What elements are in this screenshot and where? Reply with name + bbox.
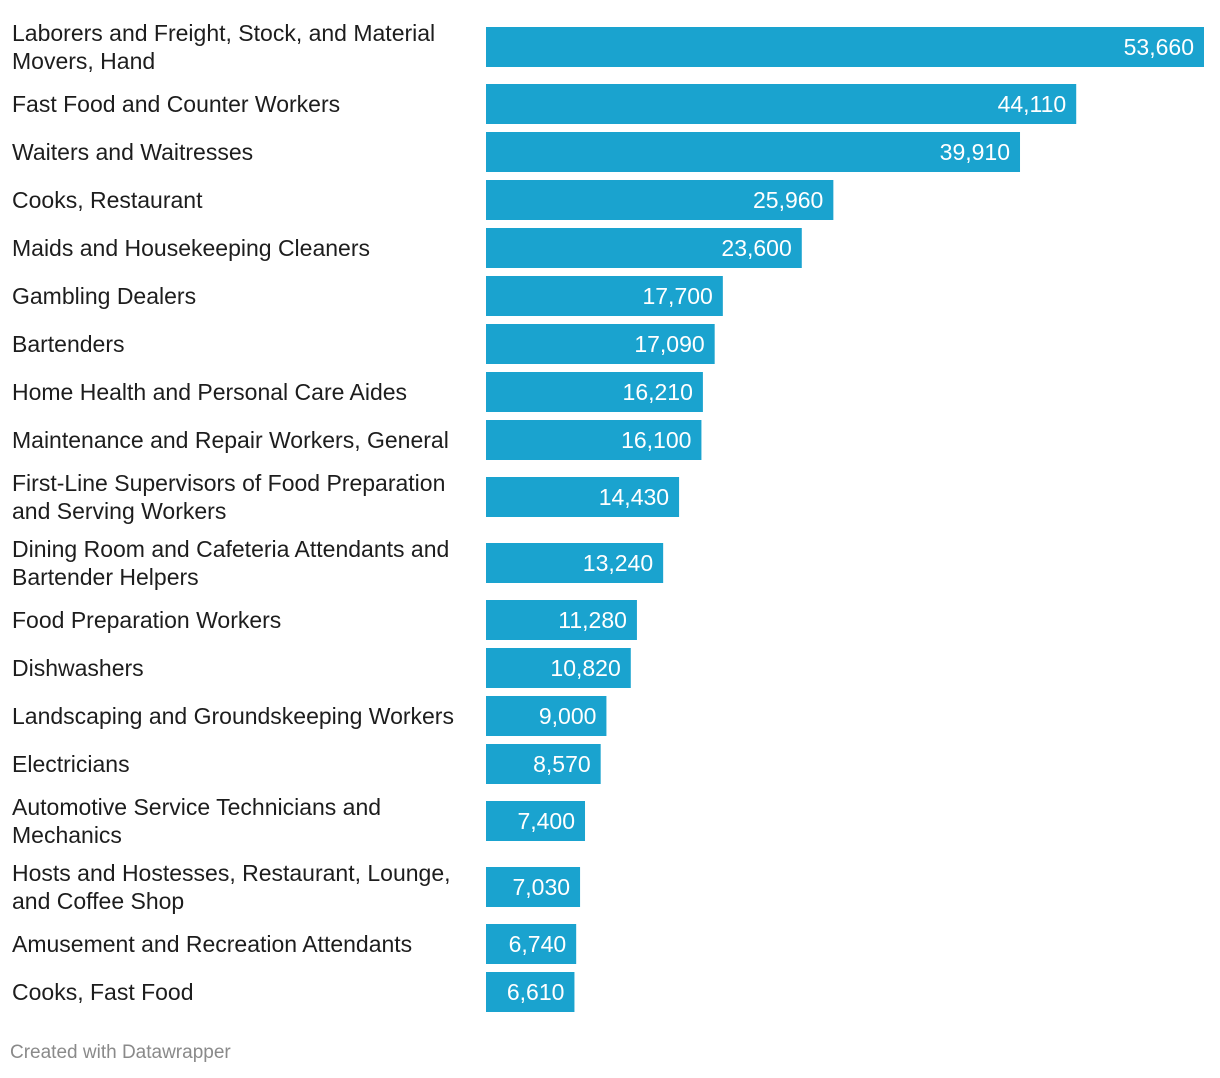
bar [486, 324, 715, 364]
bar [486, 648, 631, 688]
bar-value-label: 23,600 [721, 235, 791, 261]
bar [486, 801, 586, 841]
bar-value-label: 6,610 [507, 979, 565, 1005]
category-label: Maids and Housekeeping Cleaners [12, 235, 370, 261]
bar-value-label: 16,210 [623, 379, 693, 405]
bar [486, 27, 1204, 67]
bar-value-label: 8,570 [533, 751, 591, 777]
bar-value-label: 17,090 [634, 331, 704, 357]
bar [486, 972, 575, 1012]
bar-chart: Laborers and Freight, Stock, and Materia… [12, 20, 1204, 1012]
datawrapper-credit: Created with Datawrapper [10, 1042, 231, 1063]
category-label: Waiters and Waitresses [12, 139, 253, 165]
bar-value-label: 44,110 [998, 91, 1067, 117]
bar [486, 744, 601, 784]
category-label: Laborers and Freight, Stock, and Materia… [12, 20, 435, 74]
bar-value-label: 11,280 [558, 607, 627, 633]
category-label: Gambling Dealers [12, 283, 196, 309]
bar [486, 477, 680, 517]
bar [486, 600, 637, 640]
category-label: Fast Food and Counter Workers [12, 91, 340, 117]
category-label: Food Preparation Workers [12, 607, 281, 633]
bar-value-label: 16,100 [621, 427, 691, 453]
category-label: Maintenance and Repair Workers, General [12, 427, 449, 453]
bar-value-label: 7,400 [517, 808, 575, 834]
category-label: Hosts and Hostesses, Restaurant, Lounge,… [12, 860, 451, 914]
bar-value-label: 6,740 [509, 931, 567, 957]
bar [486, 867, 581, 907]
bar-value-label: 9,000 [539, 703, 597, 729]
category-label: Electricians [12, 751, 130, 777]
category-label: Cooks, Restaurant [12, 187, 203, 213]
bar [486, 84, 1077, 124]
category-label: Dishwashers [12, 655, 144, 681]
bar [486, 132, 1021, 172]
category-label: Home Health and Personal Care Aides [12, 379, 407, 405]
bar [486, 372, 703, 412]
bar-value-label: 7,030 [513, 874, 571, 900]
category-label: Dining Room and Cafeteria Attendants and… [12, 536, 449, 590]
bar [486, 180, 834, 220]
category-label: Cooks, Fast Food [12, 979, 194, 1005]
bar [486, 420, 702, 460]
bar-value-label: 25,960 [753, 187, 823, 213]
category-label: Bartenders [12, 331, 125, 357]
category-label: First-Line Supervisors of Food Preparati… [12, 470, 445, 524]
bar [486, 543, 664, 583]
bar-value-label: 17,700 [642, 283, 712, 309]
bar [486, 228, 802, 268]
category-label: Automotive Service Technicians and Mechan… [12, 794, 381, 848]
bar-value-label: 39,910 [940, 139, 1010, 165]
bar-value-label: 10,820 [550, 655, 620, 681]
bar [486, 696, 607, 736]
bar-value-label: 14,430 [599, 484, 669, 510]
bar-value-label: 13,240 [583, 550, 653, 576]
category-label: Amusement and Recreation Attendants [12, 931, 412, 957]
category-label: Landscaping and Groundskeeping Workers [12, 703, 454, 729]
bar-value-label: 53,660 [1124, 34, 1194, 60]
bar [486, 276, 723, 316]
bar [486, 924, 577, 964]
